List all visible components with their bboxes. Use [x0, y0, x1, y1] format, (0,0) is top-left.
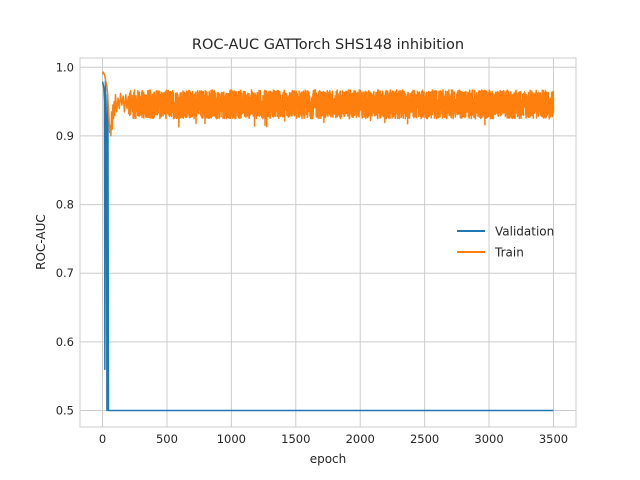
x-tick-label: 0 [99, 432, 106, 446]
y-axis-label: ROC-AUC [34, 214, 48, 270]
x-tick-label: 3500 [539, 432, 568, 446]
x-tick-label: 1000 [217, 432, 246, 446]
y-tick-label: 0.9 [56, 129, 74, 143]
x-axis-ticks: 0 500 1000 1500 2000 2500 3000 3500 [99, 432, 568, 446]
plot-area [80, 58, 576, 427]
x-tick-label: 1500 [281, 432, 310, 446]
grid-lines [80, 58, 576, 427]
series-line-train [101, 71, 555, 137]
legend-label-train: Train [494, 246, 524, 260]
x-tick-label: 2000 [346, 432, 375, 446]
y-axis-ticks: 0.5 0.6 0.7 0.8 0.9 1.0 [56, 60, 74, 417]
x-axis-label: epoch [310, 452, 347, 466]
plot-frame [79, 57, 577, 428]
chart-title: ROC-AUC GATTorch SHS148 inhibition [192, 37, 464, 53]
series-line-validation [101, 80, 554, 412]
y-tick-label: 0.8 [56, 198, 74, 212]
x-tick-label: 500 [156, 432, 178, 446]
x-tick-label: 3000 [474, 432, 503, 446]
legend: Validation Train [457, 225, 554, 260]
y-tick-label: 0.7 [56, 266, 74, 280]
series-layer [101, 71, 555, 412]
y-tick-label: 0.5 [56, 404, 74, 418]
y-tick-label: 1.0 [56, 60, 74, 74]
legend-label-validation: Validation [495, 225, 554, 239]
y-tick-label: 0.6 [56, 335, 74, 349]
x-tick-label: 2500 [410, 432, 439, 446]
